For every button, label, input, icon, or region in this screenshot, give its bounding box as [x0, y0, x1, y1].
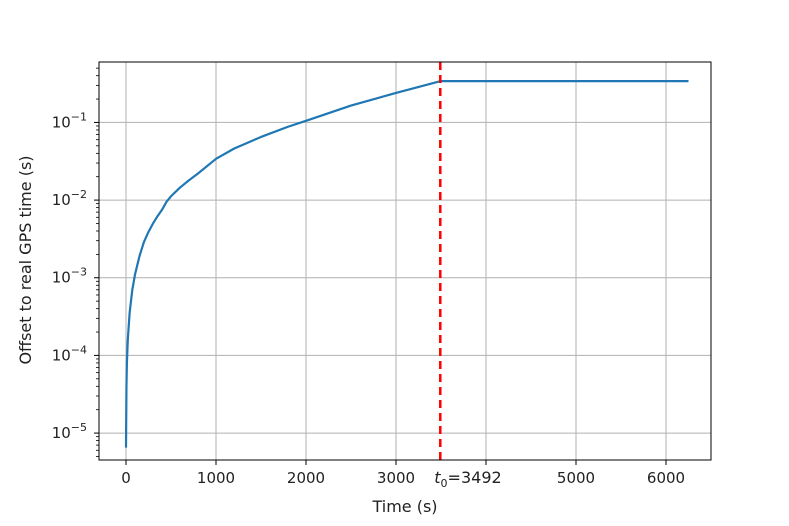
x-tick-label: 1000	[197, 469, 235, 487]
series-group	[124, 80, 689, 448]
y-tick-label: 10−1	[52, 110, 87, 131]
vline-group: t0=3492	[434, 62, 502, 490]
plot-area	[99, 62, 711, 460]
plot-frame	[98, 61, 712, 461]
y-tick-label: 10−4	[52, 343, 87, 364]
y-tick-label: 10−3	[52, 266, 87, 287]
x-tick-label: 3000	[377, 469, 415, 487]
y-tick-label: 10−2	[52, 188, 87, 209]
x-tick-label: 0	[121, 469, 131, 487]
vline-label: t0=3492	[434, 468, 501, 490]
y-axis-label: Offset to real GPS time (s)	[16, 155, 35, 364]
grid-y	[99, 121, 711, 434]
grid-x	[125, 62, 667, 460]
x-tick-label: 2000	[287, 469, 325, 487]
x-tick-label: 5000	[557, 469, 595, 487]
x-tick-label: 6000	[647, 469, 685, 487]
y-tick-label: 10−5	[52, 421, 87, 442]
y-ticks: 10−5 10−4 10−3 10−2 10−1	[52, 110, 99, 442]
x-ticks: 0 1000 2000 3000 5000 6000	[121, 460, 685, 487]
x-axis-label: Time (s)	[371, 497, 437, 516]
series-line	[124, 80, 689, 448]
y-minor-ticks	[96, 67, 99, 457]
